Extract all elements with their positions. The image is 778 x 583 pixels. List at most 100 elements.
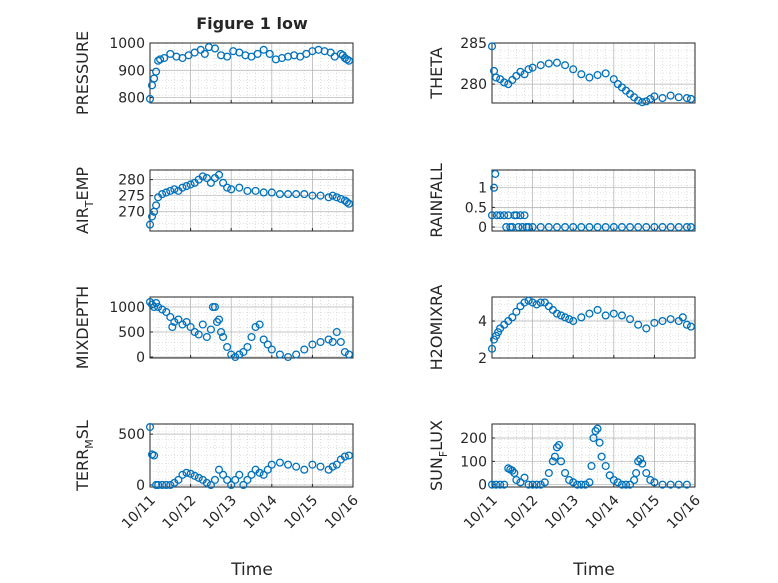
data-point — [174, 315, 183, 324]
data-point — [666, 91, 675, 100]
data-point — [512, 475, 521, 485]
data-point — [682, 480, 691, 489]
data-point — [642, 97, 651, 106]
data-point — [516, 67, 525, 76]
data-point — [524, 223, 533, 232]
data-point — [332, 193, 341, 202]
data-point — [182, 468, 191, 477]
data-point — [275, 458, 284, 467]
data-point — [223, 342, 232, 352]
data-point — [609, 75, 618, 84]
axes-box — [491, 296, 696, 359]
data-point — [200, 49, 209, 58]
x-tick-label: 10/16 — [322, 492, 362, 532]
data-point — [630, 475, 639, 485]
data-point — [152, 298, 161, 308]
data-point — [638, 98, 647, 107]
y-axis-label: TERRMSL — [73, 420, 96, 492]
data-point — [496, 211, 505, 220]
x-tick-label: 10/15 — [623, 493, 663, 533]
data-point — [617, 223, 626, 232]
axes-box — [149, 423, 354, 488]
data-point — [160, 53, 169, 63]
subplot-right-4: 0 100 200 SUNFLUX 10/11 10/12 10/13 10/14 10/15 1… — [427, 420, 704, 532]
data-point — [283, 190, 293, 199]
data-point — [259, 470, 268, 479]
y-tick-label: 280 — [460, 77, 487, 93]
data-point — [235, 470, 244, 479]
data-point — [666, 315, 675, 324]
data-point — [194, 473, 203, 482]
data-point — [532, 300, 541, 309]
y-tick-label: 0 — [478, 478, 487, 494]
data-series — [487, 424, 691, 489]
data-point — [223, 475, 232, 484]
data-point — [554, 440, 564, 450]
data-point — [597, 452, 606, 461]
data-point — [154, 302, 163, 312]
data-point — [340, 452, 349, 461]
axes-box — [491, 423, 696, 488]
data-series — [487, 296, 695, 353]
data-point — [569, 65, 578, 74]
data-point — [512, 307, 521, 316]
data-point — [239, 480, 248, 490]
data-point — [613, 478, 622, 487]
data-point — [332, 327, 341, 337]
data-point — [658, 316, 667, 326]
data-point — [336, 49, 345, 58]
data-point — [674, 93, 683, 102]
data-point — [492, 73, 501, 82]
data-point — [275, 190, 284, 199]
data-point — [658, 94, 667, 103]
y-tick-label: 800 — [118, 91, 145, 107]
data-point — [308, 340, 317, 349]
data-point — [674, 223, 683, 232]
data-point — [326, 48, 335, 57]
data-point — [243, 342, 252, 352]
data-point — [504, 80, 513, 89]
data-point — [316, 191, 325, 200]
data-point — [154, 480, 163, 490]
y-tick-label: 0 — [136, 478, 145, 494]
y-tick-label: 285 — [460, 36, 487, 52]
data-point — [170, 185, 179, 194]
data-point — [283, 352, 293, 362]
data-point — [342, 198, 351, 207]
axes-box — [149, 42, 354, 104]
data-point — [593, 223, 602, 232]
data-point — [170, 317, 179, 327]
data-point — [219, 470, 228, 479]
y-tick-label: 500 — [118, 325, 145, 341]
y-tick-label: 1000 — [109, 36, 145, 52]
data-point — [617, 311, 626, 320]
x-tick-label: 10/11 — [119, 493, 159, 533]
figure-title: Figure 1 low — [196, 14, 308, 33]
data-point — [212, 317, 222, 327]
data-point — [292, 190, 301, 199]
data-point — [231, 352, 240, 362]
data-point — [609, 223, 618, 232]
data-point — [217, 327, 226, 337]
data-point — [500, 78, 509, 87]
data-point — [666, 223, 675, 232]
data-series — [145, 422, 353, 490]
data-point — [487, 480, 497, 489]
data-point — [500, 480, 509, 489]
data-point — [682, 223, 691, 232]
data-point — [344, 451, 353, 460]
data-point — [642, 223, 651, 232]
data-point — [585, 478, 594, 487]
data-series — [145, 43, 353, 103]
x-axis-label-right: Time — [572, 560, 615, 580]
data-point — [585, 73, 594, 82]
subplot-right-1: 280 285 THETA — [427, 36, 696, 107]
data-point — [658, 480, 667, 489]
y-axis-label: MIXDEPTH — [73, 286, 92, 369]
data-point — [206, 178, 215, 187]
data-point — [308, 191, 317, 200]
axes-box — [149, 296, 354, 359]
data-point — [178, 320, 187, 329]
data-point — [561, 468, 570, 478]
